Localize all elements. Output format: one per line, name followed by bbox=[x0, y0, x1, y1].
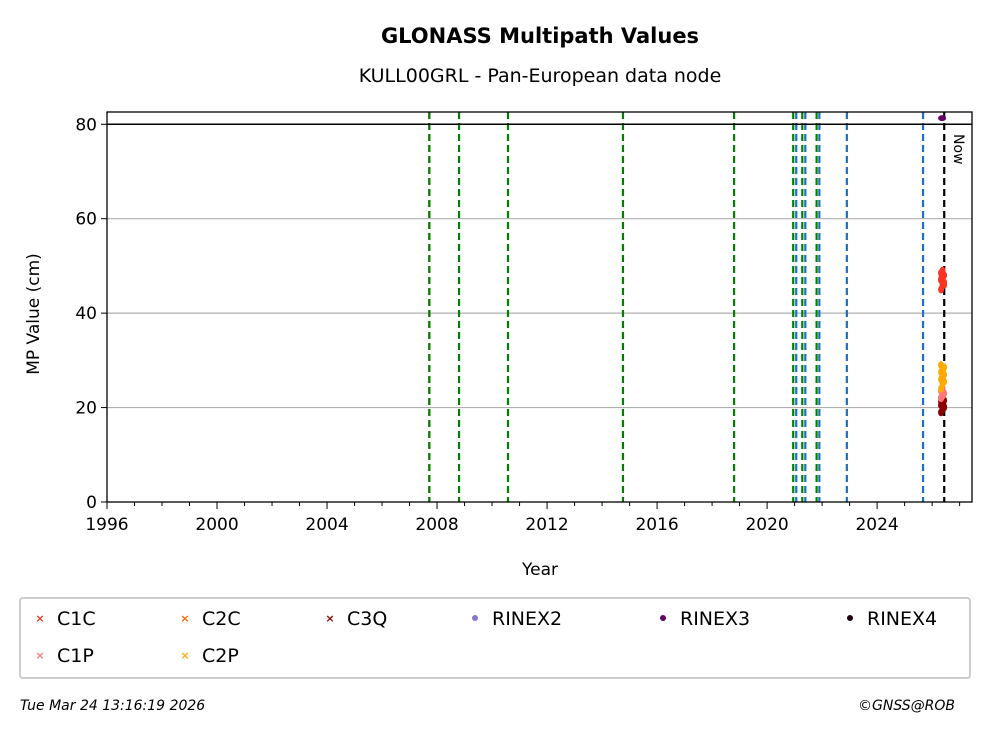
y-axis-label: MP Value (cm) bbox=[24, 253, 44, 375]
timestamp: Tue Mar 24 13:16:19 2026 bbox=[20, 698, 205, 714]
legend-label-C2P: C2P bbox=[202, 645, 239, 667]
legend-box bbox=[19, 597, 971, 679]
legend-label-RINEX3: RINEX3 bbox=[680, 608, 750, 630]
y-tick-label: 20 bbox=[75, 399, 97, 419]
y-tick-label: 60 bbox=[75, 210, 97, 230]
legend-marker-C2P: × bbox=[180, 649, 189, 662]
chart-subtitle: KULL00GRL - Pan-European data node bbox=[359, 65, 722, 87]
y-tick-label: 0 bbox=[86, 493, 97, 513]
x-tick-label: 2020 bbox=[745, 515, 788, 535]
y-tick-label: 80 bbox=[75, 115, 97, 135]
point-C1C bbox=[938, 275, 945, 284]
legend-label-RINEX2: RINEX2 bbox=[492, 608, 562, 630]
x-tick-label: 2008 bbox=[415, 515, 458, 535]
legend-label-C1C: C1C bbox=[57, 608, 96, 630]
plot-frame bbox=[106, 111, 973, 503]
legend-label-C1P: C1P bbox=[57, 645, 94, 667]
legend-label-C2C: C2C bbox=[202, 608, 241, 630]
x-tick-label: 2012 bbox=[525, 515, 568, 535]
legend-label-C3Q: C3Q bbox=[347, 608, 387, 630]
legend-marker-C1C: × bbox=[35, 612, 44, 625]
x-tick-label: 1996 bbox=[85, 515, 128, 535]
x-tick-label: 2000 bbox=[195, 515, 238, 535]
chart-title: GLONASS Multipath Values bbox=[381, 24, 699, 48]
legend-marker-C1P: × bbox=[35, 649, 44, 662]
legend-label-RINEX4: RINEX4 bbox=[867, 608, 937, 630]
legend-marker-RINEX3 bbox=[660, 615, 666, 621]
x-tick-label: 2016 bbox=[635, 515, 678, 535]
x-axis-label: Year bbox=[521, 560, 558, 580]
x-tick-label: 2024 bbox=[855, 515, 898, 535]
point-RINEX3 bbox=[938, 115, 947, 122]
credit: ©GNSS@ROB bbox=[858, 698, 955, 714]
legend-marker-RINEX4 bbox=[847, 615, 853, 621]
now-label: Now bbox=[950, 134, 966, 165]
point-C2P bbox=[938, 361, 945, 370]
point-C1C bbox=[939, 266, 946, 275]
legend-marker-C2C: × bbox=[180, 612, 189, 625]
y-tick-label: 40 bbox=[75, 304, 97, 324]
legend-marker-RINEX2 bbox=[472, 615, 478, 621]
legend-marker-C3Q: × bbox=[325, 612, 334, 625]
x-tick-label: 2004 bbox=[305, 515, 348, 535]
point-C1C bbox=[941, 280, 948, 289]
